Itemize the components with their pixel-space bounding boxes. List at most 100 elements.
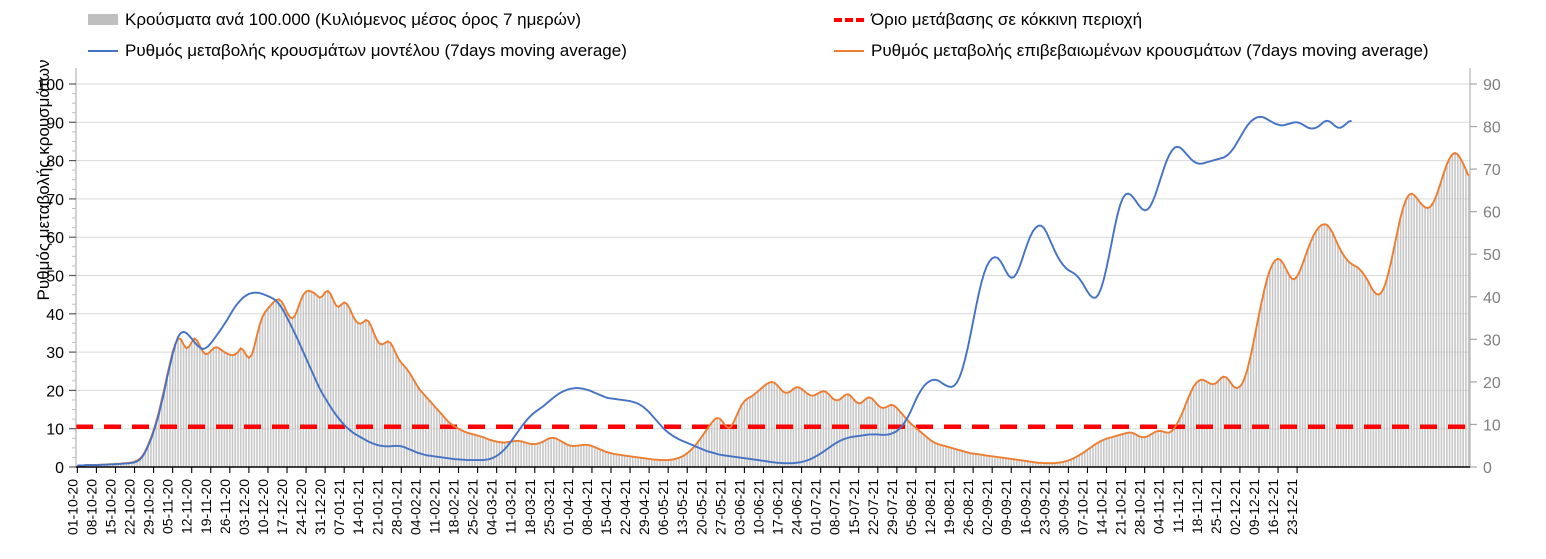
bar bbox=[792, 388, 795, 467]
bar bbox=[675, 458, 678, 467]
bar bbox=[1339, 250, 1342, 467]
bar bbox=[912, 425, 915, 467]
bar bbox=[512, 441, 514, 467]
bar bbox=[615, 454, 618, 467]
bar bbox=[1290, 278, 1293, 467]
bar bbox=[806, 393, 808, 467]
bar bbox=[863, 400, 866, 467]
bar bbox=[1269, 270, 1271, 467]
bar bbox=[1160, 430, 1162, 467]
legend-item-model-change-rate[interactable]: Ρυθμός μεταβολής κρουσμάτων μοντέλου (7d… bbox=[88, 42, 627, 59]
bar bbox=[305, 291, 307, 467]
legend-label: Όριο μετάβασης σε κόκκινη περιοχή bbox=[871, 10, 1143, 29]
bar bbox=[1426, 208, 1429, 468]
x-tick-label: 16-12-21 bbox=[1265, 479, 1281, 535]
bar bbox=[435, 408, 438, 467]
y-tick-label-left: 10 bbox=[46, 422, 64, 439]
bar bbox=[882, 408, 885, 467]
bar bbox=[991, 456, 994, 467]
bar bbox=[795, 387, 797, 467]
bar bbox=[343, 302, 346, 467]
bar bbox=[389, 342, 392, 467]
bar bbox=[1015, 459, 1018, 467]
bar bbox=[1002, 457, 1004, 467]
bar bbox=[686, 453, 689, 467]
bars-series-cases bbox=[76, 152, 1470, 468]
bar bbox=[359, 323, 362, 467]
bar bbox=[689, 450, 691, 467]
bar bbox=[245, 355, 248, 467]
x-tick-label: 24-12-20 bbox=[293, 479, 309, 535]
bar bbox=[454, 427, 457, 467]
bar bbox=[563, 443, 566, 467]
bar bbox=[212, 348, 215, 467]
chart-plot-area: 0 10 20 30 40 50 60 70 80 90 100 0 10 20 30 40 50 60 70 80… bbox=[0, 62, 1546, 559]
bar bbox=[1187, 398, 1190, 467]
bar bbox=[1361, 272, 1364, 467]
x-tick-label: 08-04-21 bbox=[579, 479, 595, 535]
bar bbox=[754, 393, 757, 467]
bar bbox=[1040, 462, 1043, 467]
bar bbox=[1443, 172, 1445, 467]
bar bbox=[542, 441, 544, 467]
bar bbox=[1013, 459, 1015, 467]
bar bbox=[264, 311, 267, 467]
bar bbox=[1097, 442, 1100, 467]
legend-label: Ρυθμός μεταβολής επιβεβαιωμένων κρουσμάτ… bbox=[871, 41, 1429, 60]
x-tick-label: 23-12-21 bbox=[1284, 479, 1300, 535]
bar bbox=[904, 417, 906, 467]
bar bbox=[1274, 260, 1277, 467]
bar bbox=[1347, 261, 1350, 467]
bar bbox=[476, 435, 479, 467]
bar bbox=[996, 457, 999, 467]
dashed-line-swatch-icon bbox=[834, 17, 864, 22]
bar bbox=[310, 291, 313, 467]
bar bbox=[1296, 276, 1298, 467]
bar bbox=[1143, 437, 1146, 467]
bar bbox=[288, 316, 291, 467]
bar bbox=[1386, 278, 1388, 467]
x-tick-label: 09-09-21 bbox=[998, 479, 1014, 535]
bar bbox=[122, 463, 125, 467]
bar bbox=[566, 444, 569, 467]
bar bbox=[1383, 286, 1386, 467]
bar bbox=[876, 404, 879, 467]
y-tick-label-left: 20 bbox=[46, 383, 64, 400]
legend-item-red-zone-threshold[interactable]: Όριο μετάβασης σε κόκκινη περιοχή bbox=[834, 11, 1142, 28]
bar bbox=[242, 350, 245, 467]
bar bbox=[999, 457, 1002, 467]
bar bbox=[890, 404, 893, 467]
bar bbox=[1222, 376, 1225, 467]
x-tick-label: 29-04-21 bbox=[636, 479, 652, 535]
bar bbox=[550, 437, 552, 467]
bar bbox=[1070, 459, 1072, 467]
bar bbox=[585, 444, 588, 467]
bar bbox=[408, 372, 411, 467]
bar bbox=[866, 398, 868, 467]
bar bbox=[144, 450, 147, 467]
bar bbox=[531, 444, 533, 467]
bar bbox=[506, 442, 509, 467]
bar bbox=[346, 303, 348, 467]
bar bbox=[939, 444, 942, 467]
bar bbox=[955, 449, 958, 467]
bar bbox=[1075, 456, 1078, 467]
bar bbox=[1179, 417, 1181, 467]
bar bbox=[1168, 432, 1170, 467]
x-tick-label: 10-06-21 bbox=[750, 479, 766, 535]
bar bbox=[106, 464, 109, 467]
bar bbox=[732, 422, 735, 467]
bar bbox=[648, 458, 650, 467]
legend-item-confirmed-change-rate[interactable]: Ρυθμός μεταβολής επιβεβαιωμένων κρουσμάτ… bbox=[834, 42, 1429, 59]
x-tick-label: 19-08-21 bbox=[941, 479, 957, 535]
legend-item-cases-per-100k[interactable]: Κρούσματα ανά 100.000 (Κυλιόμενος μέσος … bbox=[88, 11, 581, 28]
bar bbox=[438, 411, 441, 467]
bar bbox=[544, 440, 547, 467]
bar bbox=[808, 394, 811, 467]
x-tick-label: 18-11-21 bbox=[1189, 479, 1205, 534]
bar bbox=[484, 438, 487, 467]
bar bbox=[1367, 280, 1369, 467]
bar bbox=[1225, 377, 1228, 467]
bar bbox=[125, 463, 128, 467]
